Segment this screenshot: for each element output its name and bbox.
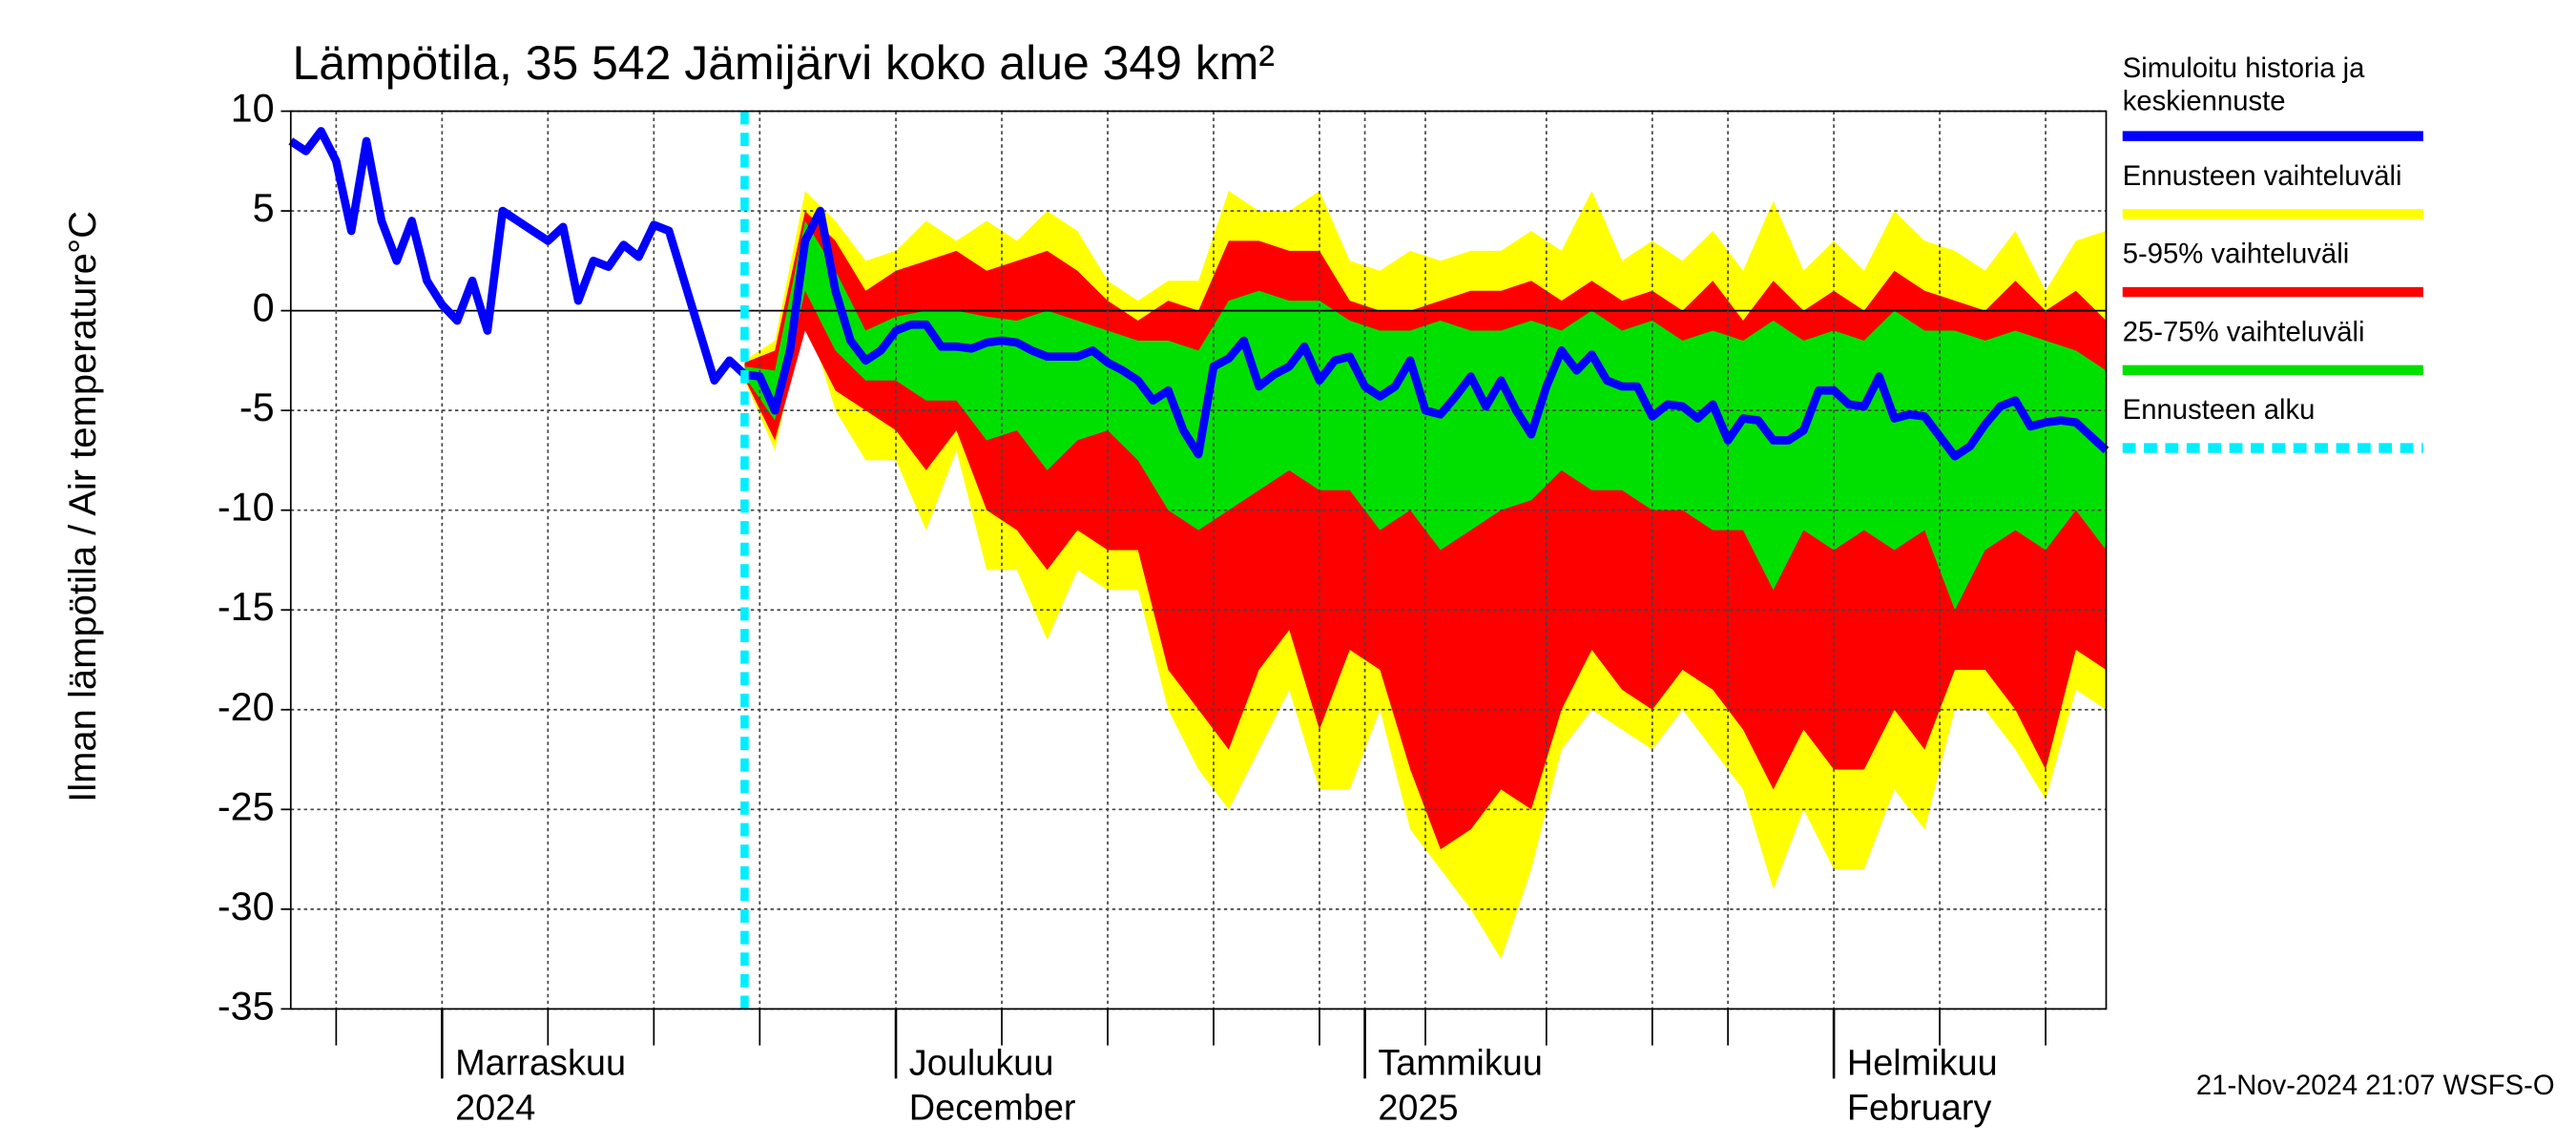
y-axis-unit: °C <box>62 211 104 254</box>
y-axis-label: Ilman lämpötila / Air temperature <box>62 253 104 802</box>
x-tick-label: Marraskuu <box>455 1043 626 1083</box>
x-tick-label: 2024 <box>455 1088 535 1128</box>
x-tick-label: December <box>909 1088 1076 1128</box>
legend-label: Simuloitu historia ja <box>2123 52 2365 84</box>
band-area <box>744 220 2107 611</box>
y-tick-label: 0 <box>253 284 275 329</box>
legend-label: Ennusteen alku <box>2123 394 2316 426</box>
legend-label: 25-75% vaihteluväli <box>2123 316 2365 347</box>
y-tick-label: -15 <box>218 584 275 629</box>
y-tick-label: -25 <box>218 783 275 828</box>
x-tick-label: Helmikuu <box>1847 1043 1998 1083</box>
y-tick-label: -20 <box>218 684 275 729</box>
y-tick-label: -30 <box>218 884 275 928</box>
x-tick-label: 2025 <box>1378 1088 1458 1128</box>
x-tick-label: Tammikuu <box>1378 1043 1543 1083</box>
plot-frame <box>289 110 2108 1010</box>
legend-label: 5-95% vaihteluväli <box>2123 239 2349 270</box>
legend-label: keskiennuste <box>2123 86 2286 117</box>
y-tick-label: 10 <box>231 85 275 130</box>
x-tick-label: Joulukuu <box>909 1043 1054 1083</box>
y-tick-label: -10 <box>218 485 275 530</box>
chart-title: Lämpötila, 35 542 Jämijärvi koko alue 34… <box>293 36 1275 90</box>
y-tick-label: -35 <box>218 983 275 1028</box>
footer: 21-Nov-2024 21:07 WSFS-O <box>2196 1070 2555 1101</box>
y-tick-label: 5 <box>253 185 275 230</box>
line <box>288 127 2109 461</box>
x-tick-label: February <box>1847 1088 1992 1128</box>
legend-label: Ennusteen vaihteluväli <box>2123 160 2402 192</box>
y-tick-label: -5 <box>239 385 275 429</box>
